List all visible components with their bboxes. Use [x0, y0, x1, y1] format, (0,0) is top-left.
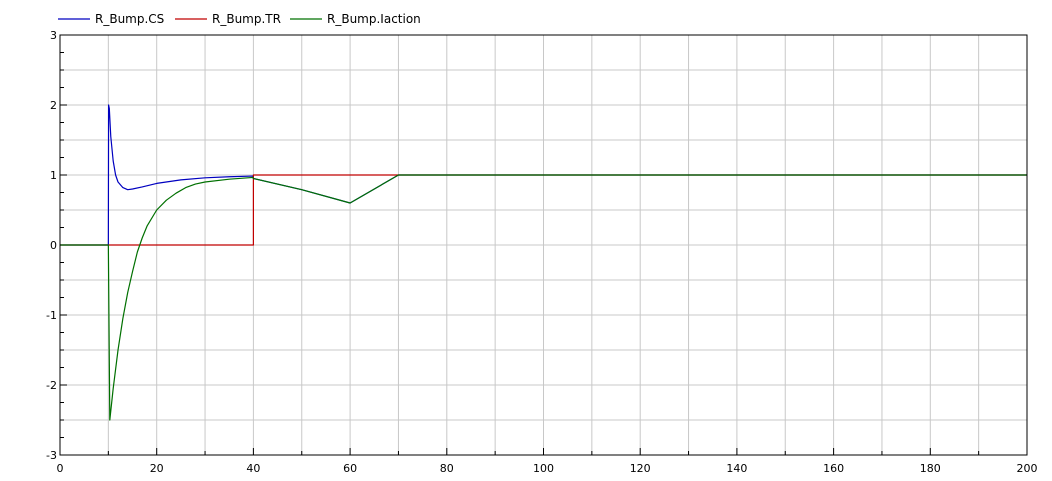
y-tick-label: -3 [46, 449, 57, 462]
x-tick-labels: 0 20 40 60 80 100 120 140 160 180 200 [57, 462, 1038, 475]
x-tick-label: 100 [533, 462, 554, 475]
legend-label: R_Bump.CS [95, 12, 164, 26]
plot-frame [59, 34, 1028, 456]
y-tick-label: 0 [50, 239, 57, 252]
x-tick-label: 20 [150, 462, 164, 475]
axis-ticks [59, 34, 1028, 456]
series-line [60, 174, 1027, 421]
y-tick-label: 3 [50, 29, 57, 42]
x-tick-label: 140 [726, 462, 747, 475]
x-tick-label: 160 [823, 462, 844, 475]
series-lines [60, 104, 1027, 421]
y-tick-label: 2 [50, 99, 57, 112]
x-tick-label: 40 [246, 462, 260, 475]
grid [60, 35, 1027, 455]
y-tick-label: -2 [46, 379, 57, 392]
y-tick-label: -1 [46, 309, 57, 322]
legend-label: R_Bump.TR [212, 12, 281, 26]
x-tick-label: 60 [343, 462, 357, 475]
legend-label: R_Bump.Iaction [327, 12, 421, 26]
x-tick-label: 180 [920, 462, 941, 475]
x-tick-label: 120 [630, 462, 651, 475]
x-tick-label: 200 [1017, 462, 1038, 475]
y-tick-labels: -3 -2 -1 0 1 2 3 [46, 29, 57, 462]
x-tick-label: 80 [440, 462, 454, 475]
x-tick-label: 0 [57, 462, 64, 475]
y-tick-label: 1 [50, 169, 57, 182]
legend: R_Bump.CS R_Bump.TR R_Bump.Iaction [58, 12, 421, 26]
